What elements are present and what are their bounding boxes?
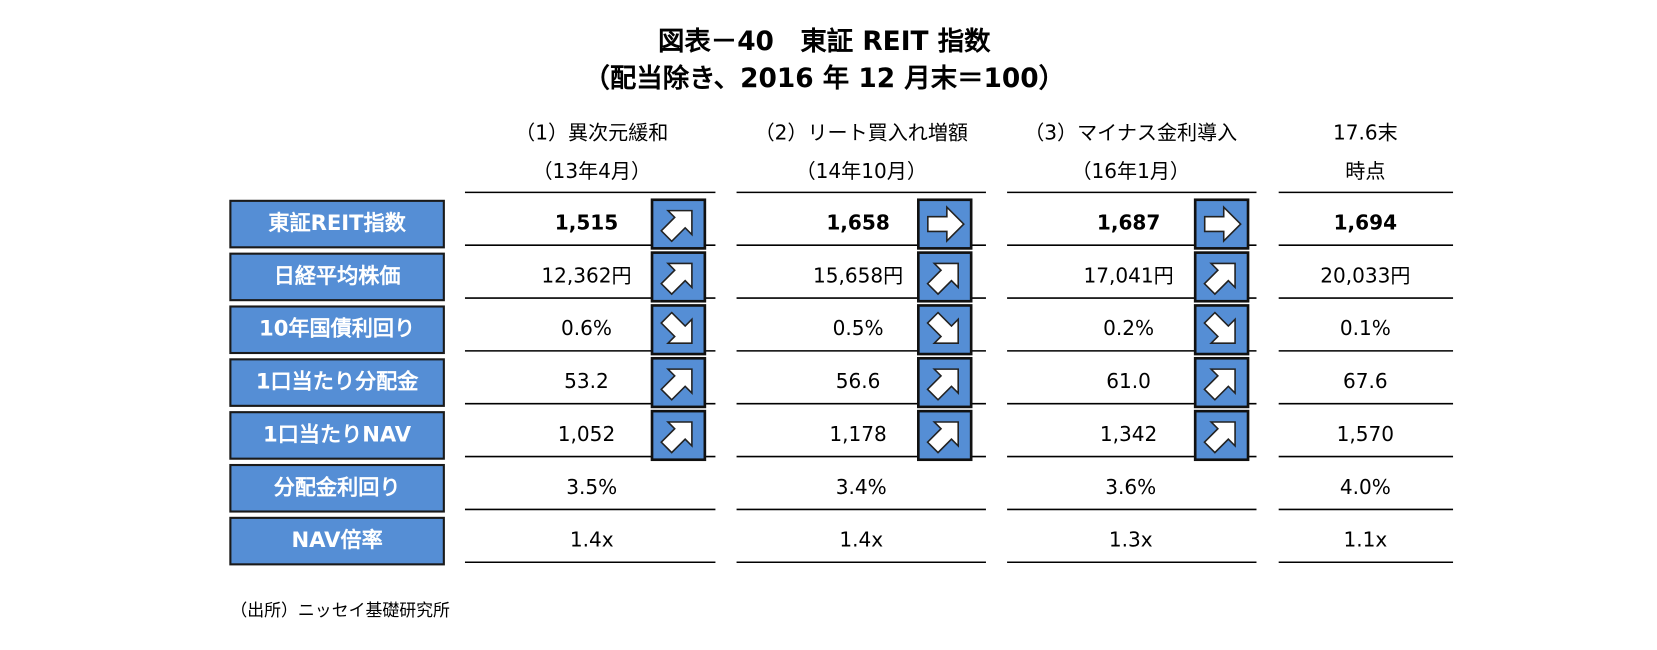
row-label: 1口当たり分配金	[256, 369, 419, 394]
cell-value: 3.6%	[1105, 475, 1156, 499]
cell-value: 1.4x	[839, 528, 883, 552]
arrow	[660, 209, 693, 243]
cell-value: 1,342	[1100, 422, 1157, 446]
cell-value: 1.1x	[1343, 528, 1387, 552]
cell-value: 0.5%	[833, 316, 884, 340]
cell-value: 17,041円	[1083, 263, 1173, 287]
cell-value: 1,570	[1337, 422, 1394, 446]
row-label-box	[229, 411, 445, 460]
arrow	[926, 262, 959, 296]
arrow	[926, 311, 959, 344]
column-period: （13年4月）	[533, 159, 652, 183]
cell-value: 12,362円	[541, 263, 631, 287]
row-label-box	[229, 305, 445, 355]
arrow	[1203, 421, 1236, 454]
column-header: （3）マイナス金利導入	[1024, 121, 1237, 145]
arrow	[1203, 262, 1236, 296]
cell-value: 56.6	[836, 369, 881, 393]
arrow	[927, 205, 965, 243]
row-label-box	[229, 358, 445, 407]
row-label: 1口当たりNAV	[263, 421, 412, 446]
arrow	[1203, 311, 1236, 344]
source: （出所）ニッセイ基礎研究所	[230, 600, 450, 620]
column-header: （2）リート買入れ増額	[755, 121, 968, 145]
row-label: 東証REIT指数	[268, 210, 406, 235]
row-label: 分配金利回り	[274, 474, 401, 499]
row-label-box	[229, 516, 445, 566]
row-label-box	[229, 199, 445, 249]
cell-value: 1,687	[1097, 211, 1160, 235]
cell-value: 1,515	[555, 211, 618, 235]
cell-value: 1,658	[826, 211, 889, 235]
cell-value: 61.0	[1106, 369, 1151, 393]
column-period: （14年10月）	[796, 159, 927, 183]
arrow	[660, 421, 693, 454]
cell-value: 4.0%	[1340, 475, 1391, 499]
cell-value: 20,033円	[1320, 263, 1410, 287]
column-header: 17.6末	[1333, 121, 1398, 145]
row-label: 10年国債利回り	[259, 316, 415, 341]
arrow	[660, 368, 693, 401]
cell-value: 1,694	[1334, 211, 1398, 235]
arrow-box	[1193, 304, 1250, 356]
cell-value: 1.3x	[1109, 528, 1153, 552]
cell-value: 1,178	[829, 422, 886, 446]
cell-value: 53.2	[564, 369, 609, 393]
subtitle: （配当除き、2016 年 12 月末＝100）	[583, 63, 1065, 94]
column-header: （1）異次元緩和	[515, 121, 668, 145]
title: 図表－40 東証 REIT 指数	[658, 26, 991, 57]
cell-value: 3.4%	[836, 475, 887, 499]
column-period: 時点	[1345, 159, 1385, 183]
arrow	[660, 262, 693, 296]
arrow	[926, 368, 959, 401]
arrow	[660, 311, 693, 344]
cell-value: 15,658円	[813, 263, 903, 287]
cell-value: 0.1%	[1340, 316, 1391, 340]
column-period: （16年1月）	[1071, 159, 1190, 183]
row-label-box	[229, 252, 445, 302]
arrow	[1203, 368, 1236, 401]
cell-value: 0.2%	[1103, 316, 1154, 340]
row-label-box	[229, 463, 445, 513]
arrow	[926, 421, 959, 454]
arrow-box	[650, 198, 707, 250]
row-label: NAV倍率	[292, 527, 383, 552]
arrow	[1203, 205, 1242, 243]
cell-value: 1,052	[558, 422, 615, 446]
row-label: 日経平均株価	[274, 263, 401, 288]
cell-value: 67.6	[1343, 369, 1388, 393]
cell-value: 3.5%	[566, 475, 617, 499]
cell-value: 1.4x	[570, 528, 614, 552]
cell-value: 0.6%	[561, 316, 612, 340]
